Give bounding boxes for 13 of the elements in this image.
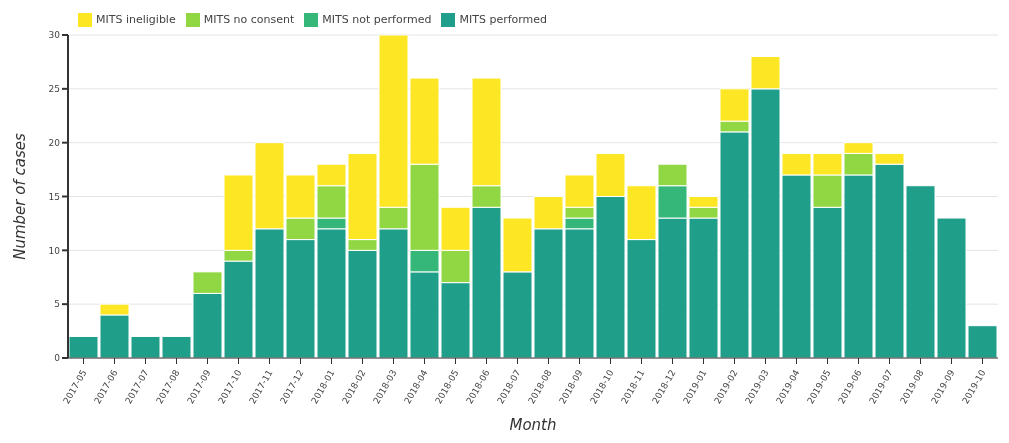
legend-label: MITS performed — [459, 13, 548, 26]
y-tick-label: 5 — [54, 299, 60, 310]
y-tick-label: 20 — [48, 137, 61, 148]
legend-label: MITS ineligible — [96, 13, 176, 26]
y-tick-label: 10 — [48, 245, 61, 256]
legend-label: MITS not performed — [322, 13, 432, 26]
y-tick-label: 25 — [48, 84, 60, 95]
y-tick-label: 15 — [48, 191, 60, 202]
y-tick-label: 0 — [54, 353, 61, 364]
y-axis-title: Number of cases — [11, 133, 30, 260]
y-tick-label: 30 — [48, 30, 61, 41]
legend-label: MITS no consent — [203, 13, 295, 26]
x-axis-title: Month — [509, 416, 557, 434]
